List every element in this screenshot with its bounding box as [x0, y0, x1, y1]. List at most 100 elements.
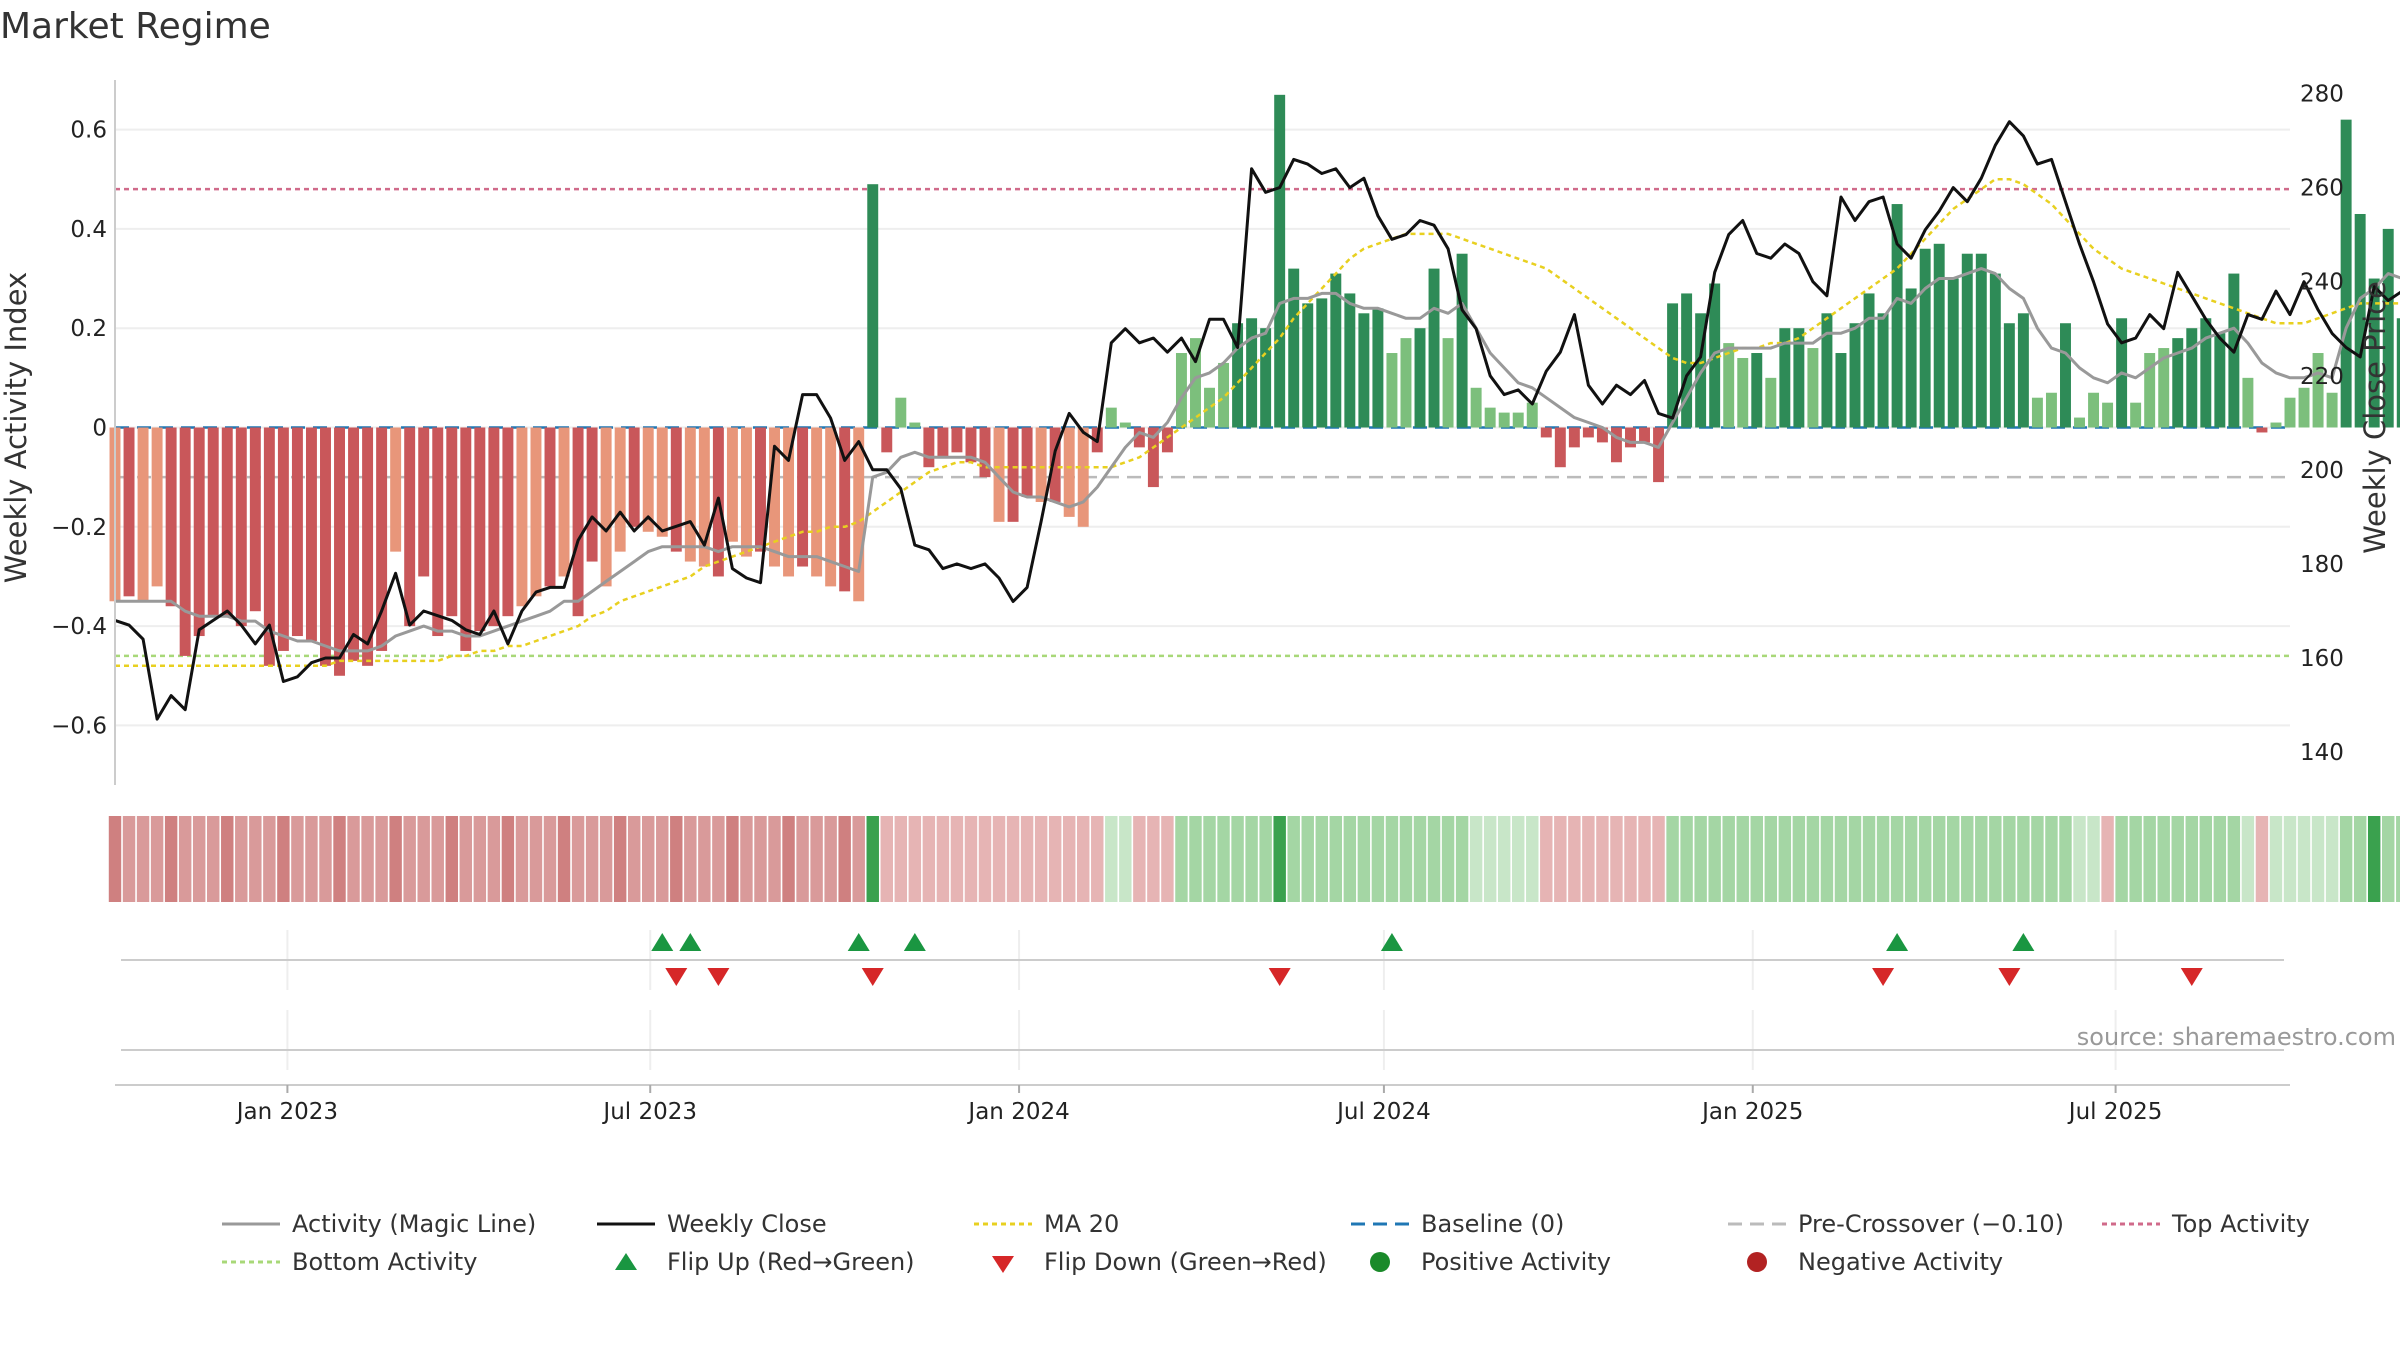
- activity-bar: [1330, 273, 1342, 428]
- activity-bar: [2368, 278, 2380, 428]
- activity-bar: [1835, 353, 1847, 428]
- regime-cell: [2241, 816, 2255, 902]
- activity-bar: [951, 427, 963, 453]
- regime-cell: [249, 816, 262, 902]
- regime-cell: [1890, 816, 1904, 902]
- regime-cell: [1834, 816, 1848, 902]
- regime-cell: [2199, 816, 2213, 902]
- regime-cell: [1947, 816, 1960, 902]
- flip-down-marker: [1872, 968, 1895, 986]
- activity-bar: [137, 427, 149, 602]
- regime-cell: [2396, 816, 2400, 902]
- legend-item: Weekly Close: [597, 1210, 827, 1238]
- activity-bar: [2172, 338, 2184, 428]
- legend-label: Weekly Close: [667, 1210, 827, 1238]
- activity-bar: [1372, 308, 1384, 428]
- regime-cell: [1034, 816, 1048, 902]
- regime-cell: [1989, 816, 2002, 902]
- regime-cell: [1357, 816, 1371, 902]
- regime-cell: [1315, 816, 1328, 902]
- activity-bar: [2130, 402, 2142, 428]
- x-tick-label: Jul 2024: [1335, 1099, 1431, 1125]
- activity-bar: [249, 427, 261, 612]
- regime-cell: [1343, 816, 1357, 902]
- activity-bar: [1302, 303, 1314, 428]
- activity-bar: [726, 427, 738, 542]
- legend-label: Flip Down (Green→Red): [1044, 1248, 1327, 1276]
- regime-cell: [936, 816, 950, 902]
- regime-cell: [445, 816, 458, 902]
- activity-bar: [1175, 353, 1187, 428]
- x-tick-label: Jan 2024: [966, 1099, 1069, 1125]
- regime-cell: [2297, 816, 2311, 902]
- legend-swatch: [615, 1253, 637, 1270]
- activity-bar: [1919, 248, 1931, 428]
- regime-cell: [122, 816, 136, 902]
- regime-cell: [1708, 816, 1721, 902]
- axes: −0.6 −0.4 −0.2 0 0.2 0.4 0.6 140 160 180 200 220 240…: [0, 80, 2392, 785]
- flip-down-marker: [2180, 968, 2203, 986]
- activity-bar: [530, 427, 542, 597]
- activity-bar: [600, 427, 612, 587]
- weekly-close-line: [114, 120, 2400, 721]
- activity-bar: [2060, 323, 2071, 428]
- regime-cell: [950, 816, 964, 902]
- regime-cell: [1259, 816, 1272, 902]
- activity-bar: [1891, 204, 1903, 428]
- legend-label: Negative Activity: [1798, 1248, 2003, 1276]
- activity-bar: [1288, 268, 1300, 428]
- regime-cell: [207, 816, 220, 902]
- activity-bar: [334, 427, 345, 676]
- activity-bar: [867, 184, 879, 428]
- activity-bar: [2214, 333, 2226, 428]
- chart-title: Market Regime: [0, 6, 271, 47]
- regime-cell: [347, 816, 360, 902]
- activity-bar: [698, 427, 710, 567]
- activity-bar: [572, 427, 584, 617]
- regime-cell: [2031, 816, 2044, 902]
- regime-cell: [2101, 816, 2114, 902]
- regime-cell: [1161, 816, 1174, 902]
- activity-bar: [1807, 348, 1819, 428]
- flip-down-marker: [707, 968, 730, 986]
- regime-cell: [585, 816, 599, 902]
- y-left-tick-label: 0.6: [70, 118, 107, 144]
- activity-bar: [1793, 328, 1805, 428]
- regime-cell: [838, 816, 851, 902]
- activity-bar: [1021, 427, 1033, 498]
- activity-bar: [1049, 427, 1061, 502]
- activity-bar: [656, 427, 668, 537]
- activity-bar: [755, 427, 766, 552]
- activity-bar: [1596, 427, 1608, 443]
- activity-bar: [418, 427, 430, 577]
- series-lines: [114, 120, 2400, 721]
- regime-cell: [2227, 816, 2241, 902]
- activity-bar: [544, 427, 556, 587]
- activity-bar: [881, 427, 893, 453]
- activity-bar: [1316, 298, 1328, 428]
- magic-line: [115, 267, 2400, 653]
- activity-bar: [235, 427, 247, 627]
- flip-markers-panel: [121, 930, 2284, 990]
- activity-bar: [2382, 228, 2394, 428]
- regime-cell: [543, 816, 557, 902]
- x-tick-label: Jul 2025: [2067, 1099, 2163, 1125]
- activity-bar: [1358, 313, 1370, 428]
- activity-bar: [1540, 427, 1552, 438]
- activity-bar: [965, 427, 977, 463]
- regime-cell: [235, 816, 248, 902]
- legend-item: Baseline (0): [1351, 1210, 1564, 1238]
- activity-bar: [1625, 427, 1636, 448]
- y-right-axis-title: Weekly Close Price: [2358, 281, 2392, 554]
- regime-cell: [2382, 816, 2395, 902]
- activity-bar: [1105, 407, 1117, 428]
- regime-cell: [1301, 816, 1314, 902]
- activity-bar: [1470, 387, 1482, 428]
- regime-cell: [1624, 816, 1637, 902]
- activity-bar: [2102, 402, 2114, 428]
- regime-cell: [403, 816, 416, 902]
- activity-bar: [1568, 427, 1580, 448]
- activity-bar: [1456, 253, 1468, 428]
- flip-up-marker: [651, 933, 674, 951]
- activity-bar: [797, 427, 809, 567]
